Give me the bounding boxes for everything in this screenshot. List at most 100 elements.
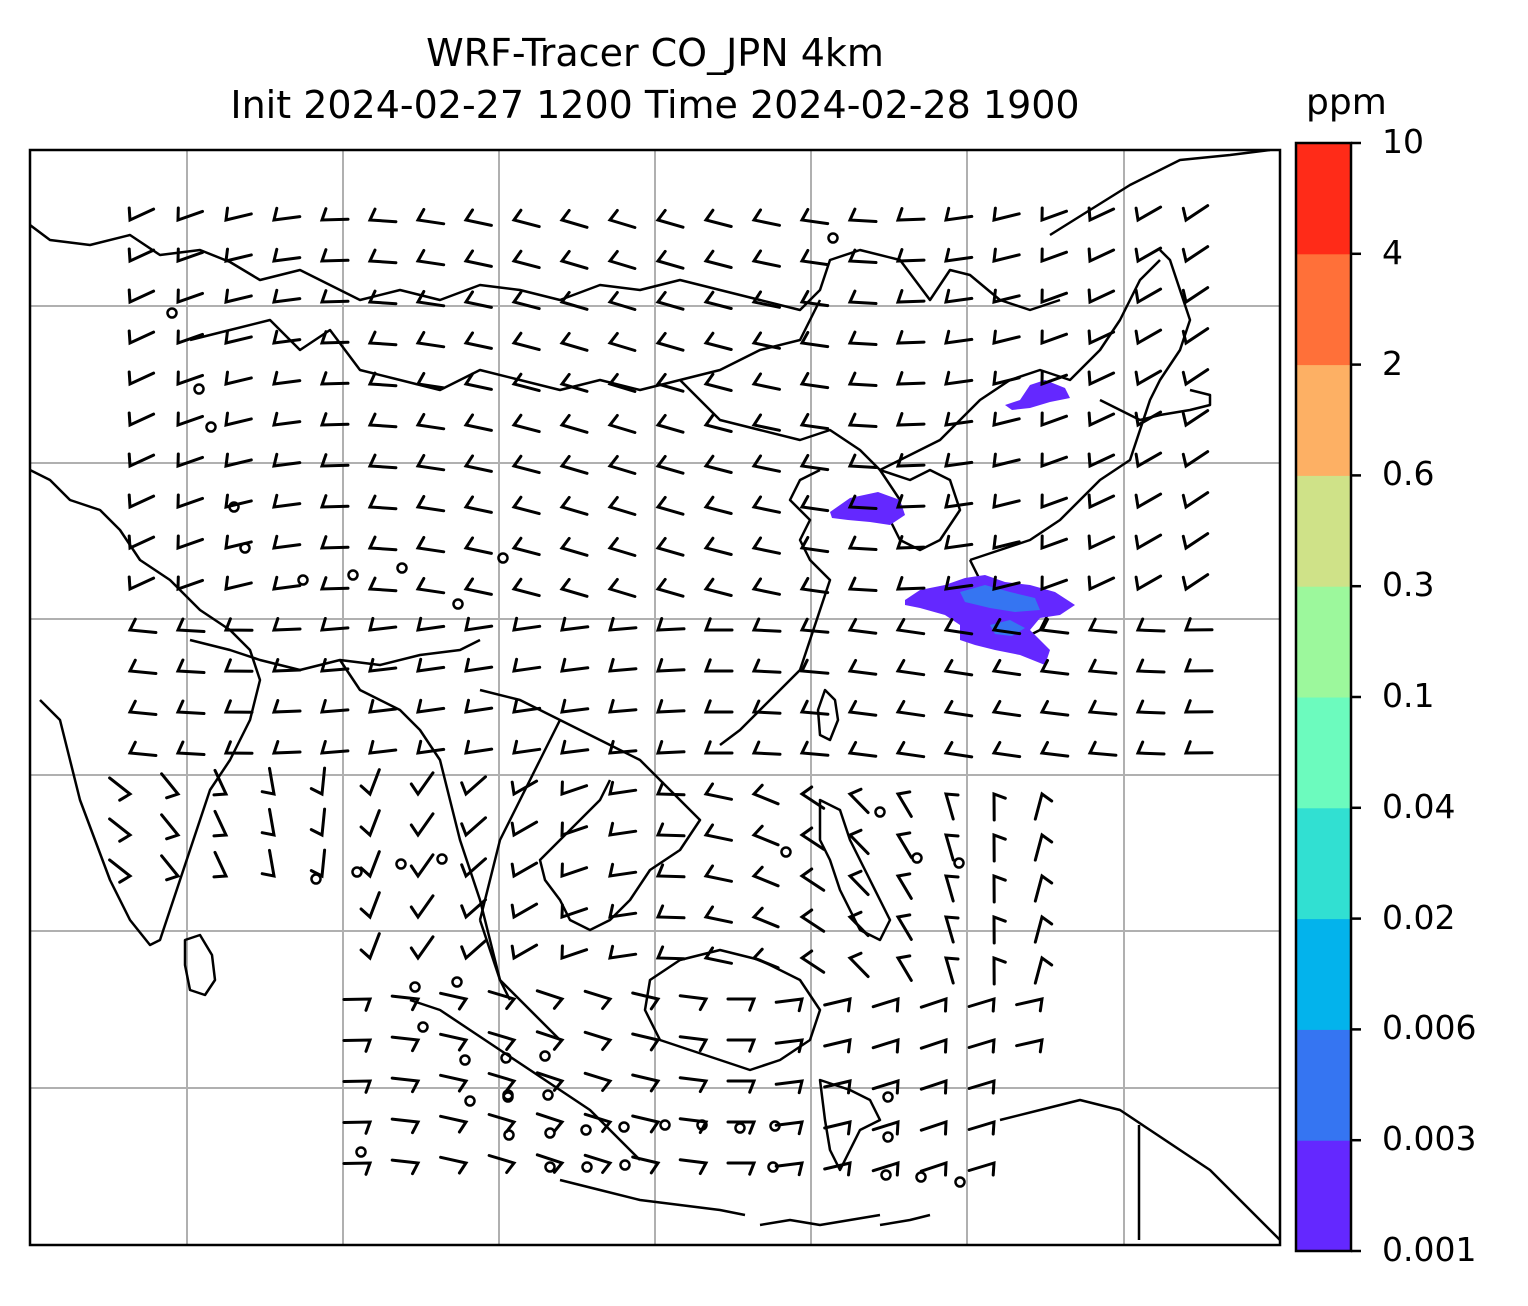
wind-barb: [319, 371, 350, 386]
wind-barb: [703, 782, 733, 801]
wind-barb: [416, 657, 446, 673]
wind-barb: [319, 289, 350, 304]
wind-barb: [655, 208, 685, 229]
colorbar-tick-label: 0.04: [1382, 786, 1456, 826]
wind-barb: [487, 990, 517, 1010]
wind-barb: [774, 1038, 804, 1054]
wind-barb: [127, 370, 156, 387]
colorbar-segment: [1296, 807, 1351, 920]
wind-barb: [583, 1030, 613, 1051]
wind-barb: [368, 739, 398, 755]
wind-barb: [1087, 740, 1118, 757]
wind-barb: [390, 1158, 421, 1176]
wind-barb: [127, 329, 156, 346]
wind-barb: [260, 766, 276, 796]
wind-barb: [703, 617, 734, 632]
wind-barb: [460, 898, 487, 920]
wind-barb: [943, 874, 960, 903]
colorbar: [1294, 141, 1361, 1253]
wind-barb: [367, 535, 398, 552]
calm-wind-marker: [464, 1095, 476, 1107]
wind-barb: [895, 872, 913, 900]
wind-barb: [943, 618, 974, 636]
wind-barb: [655, 290, 685, 311]
colorbar-tick-label: 0.001: [1382, 1230, 1477, 1269]
wind-barb: [176, 370, 204, 387]
wind-barb: [559, 577, 589, 598]
wind-barb: [607, 414, 637, 434]
wind-barb: [342, 1079, 373, 1094]
wind-barb: [967, 1160, 996, 1177]
wind-barb: [726, 1161, 757, 1176]
wind-barb: [463, 413, 493, 432]
wind-barb: [799, 495, 830, 513]
wind-barb: [823, 1120, 852, 1136]
wind-barb: [1181, 286, 1210, 305]
wind-barb: [463, 290, 493, 309]
wind-barb: [390, 994, 421, 1012]
colorbar-tick-label: 0.3: [1382, 565, 1435, 605]
wind-barb: [535, 1071, 565, 1092]
wind-barb: [224, 411, 253, 427]
wind-barb: [895, 659, 926, 677]
wind-barb: [271, 658, 302, 673]
calm-wind-marker: [581, 1161, 593, 1173]
wind-barb: [703, 699, 734, 714]
wind-barb: [409, 771, 435, 797]
colorbar-tick-label: 0.1: [1382, 676, 1435, 715]
wind-barb: [272, 493, 302, 509]
wind-barb: [175, 740, 206, 756]
wind-barb: [127, 699, 158, 716]
wind-barb: [847, 207, 878, 223]
wind-barb: [871, 1078, 900, 1095]
wind-barb: [1134, 287, 1163, 305]
wind-barb: [608, 862, 638, 878]
wind-barb: [703, 905, 733, 924]
wind-barb: [390, 1117, 421, 1135]
wind-barb: [319, 207, 350, 222]
wind-barb: [847, 330, 878, 346]
wind-barb: [559, 331, 589, 352]
wind-barb: [510, 943, 539, 961]
tracer-plume-japan-core: [960, 585, 1040, 612]
wind-barb: [1135, 658, 1166, 674]
wind-barb: [703, 658, 734, 673]
wind-barb: [871, 1119, 900, 1136]
wind-barb: [319, 740, 350, 755]
wind-barb: [1181, 450, 1210, 469]
wind-barb: [1181, 204, 1210, 223]
wind-barb: [992, 206, 1021, 222]
wind-barb: [631, 1073, 661, 1093]
wind-barb: [678, 1076, 709, 1094]
wind-barb: [535, 1112, 565, 1133]
wind-barb: [751, 658, 782, 674]
wind-barb: [678, 1117, 709, 1135]
wind-barb: [487, 1154, 517, 1174]
wind-barb: [1087, 452, 1116, 469]
wind-barb: [309, 807, 327, 838]
wind-barb: [319, 617, 350, 632]
wind-barb: [319, 453, 350, 468]
wind-barb: [309, 848, 327, 879]
wind-barb: [1039, 617, 1070, 635]
wind-barb: [511, 331, 541, 352]
wind-barb: [895, 330, 926, 345]
wind-barb: [703, 249, 733, 269]
wind-barb: [944, 575, 974, 591]
wind-barb: [260, 807, 276, 837]
wind-barb: [703, 208, 733, 228]
wind-barb: [895, 453, 926, 468]
wind-barb: [460, 857, 487, 879]
wind-barb: [655, 658, 686, 673]
wind-barb: [1087, 370, 1116, 387]
wind-barb: [823, 1161, 852, 1177]
wind-barb: [1040, 329, 1068, 346]
calm-wind-marker: [659, 1119, 671, 1131]
wind-barb: [992, 370, 1021, 386]
calm-wind-marker: [396, 562, 408, 574]
wind-barb: [703, 740, 734, 755]
wind-barb: [319, 412, 350, 427]
wind-barb: [463, 454, 493, 473]
wind-barb: [1040, 493, 1068, 510]
wind-barb: [703, 577, 733, 597]
